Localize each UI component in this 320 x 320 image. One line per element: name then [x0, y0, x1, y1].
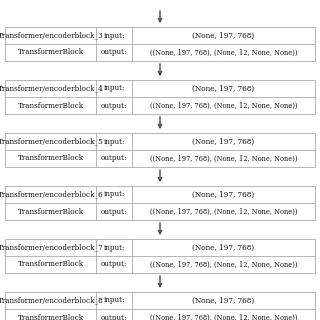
Text: input:: input:	[104, 244, 125, 252]
Text: input:: input:	[104, 84, 125, 92]
Bar	[5, 80, 315, 114]
Bar	[5, 186, 315, 220]
Text: Transformer/encoderblock_5: Transformer/encoderblock_5	[0, 138, 104, 146]
Text: (None, 197, 768): (None, 197, 768)	[192, 84, 255, 92]
Text: TransformerBlock: TransformerBlock	[18, 260, 84, 268]
Text: (None, 197, 768): (None, 197, 768)	[192, 297, 255, 305]
Text: input:: input:	[104, 138, 125, 146]
Text: input:: input:	[104, 31, 125, 39]
Text: ((None, 197, 768), (None, 12, None, None)): ((None, 197, 768), (None, 12, None, None…	[150, 155, 297, 163]
Bar	[5, 27, 315, 61]
Text: ((None, 197, 768), (None, 12, None, None)): ((None, 197, 768), (None, 12, None, None…	[150, 101, 297, 109]
Text: ((None, 197, 768), (None, 12, None, None)): ((None, 197, 768), (None, 12, None, None…	[150, 49, 297, 57]
Text: Transformer/encoderblock_8: Transformer/encoderblock_8	[0, 297, 104, 305]
Text: (None, 197, 768): (None, 197, 768)	[192, 244, 255, 252]
Text: (None, 197, 768): (None, 197, 768)	[192, 190, 255, 198]
Bar	[5, 133, 315, 167]
Text: TransformerBlock: TransformerBlock	[18, 314, 84, 320]
Text: ((None, 197, 768), (None, 12, None, None)): ((None, 197, 768), (None, 12, None, None…	[150, 260, 297, 268]
Text: output:: output:	[101, 314, 128, 320]
Text: output:: output:	[101, 207, 128, 215]
Bar	[5, 239, 315, 273]
Text: input:: input:	[104, 190, 125, 198]
Text: output:: output:	[101, 101, 128, 109]
Text: Transformer/encoderblock_3: Transformer/encoderblock_3	[0, 31, 104, 39]
Text: TransformerBlock: TransformerBlock	[18, 101, 84, 109]
Text: TransformerBlock: TransformerBlock	[18, 155, 84, 163]
Text: TransformerBlock: TransformerBlock	[18, 207, 84, 215]
Text: Transformer/encoderblock_7: Transformer/encoderblock_7	[0, 244, 104, 252]
Bar	[5, 292, 315, 320]
Text: (None, 197, 768): (None, 197, 768)	[192, 138, 255, 146]
Text: ((None, 197, 768), (None, 12, None, None)): ((None, 197, 768), (None, 12, None, None…	[150, 207, 297, 215]
Text: output:: output:	[101, 49, 128, 57]
Text: output:: output:	[101, 155, 128, 163]
Text: Transformer/encoderblock_6: Transformer/encoderblock_6	[0, 190, 104, 198]
Text: input:: input:	[104, 297, 125, 305]
Text: ((None, 197, 768), (None, 12, None, None)): ((None, 197, 768), (None, 12, None, None…	[150, 314, 297, 320]
Text: (None, 197, 768): (None, 197, 768)	[192, 31, 255, 39]
Text: Transformer/encoderblock_4: Transformer/encoderblock_4	[0, 84, 104, 92]
Text: output:: output:	[101, 260, 128, 268]
Text: TransformerBlock: TransformerBlock	[18, 49, 84, 57]
